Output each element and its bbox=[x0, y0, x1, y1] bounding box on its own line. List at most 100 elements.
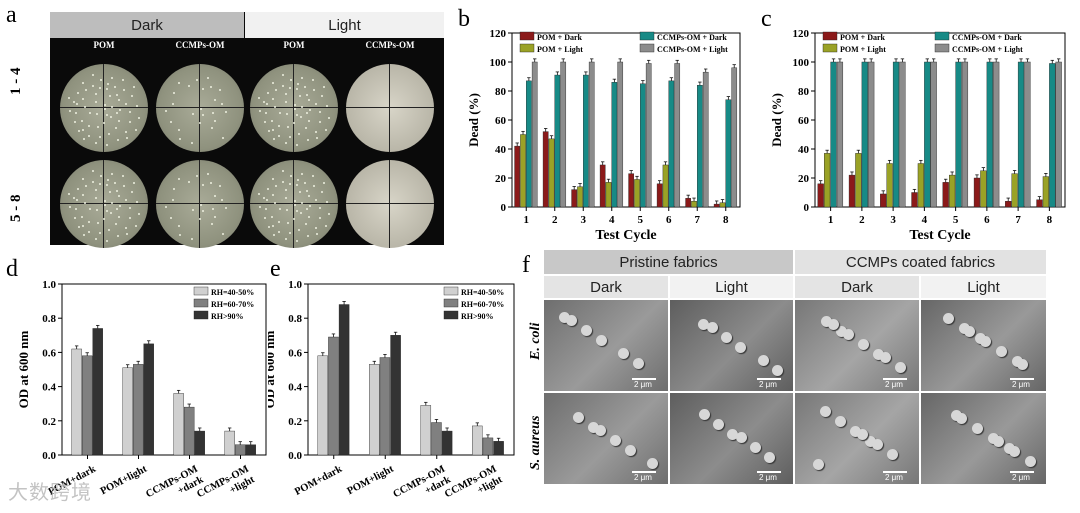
x-tick-label: 7 bbox=[695, 214, 701, 226]
plot-frame bbox=[307, 283, 515, 456]
x-tick-label: CCMPs-OM+light bbox=[195, 463, 257, 510]
x-tick-label: 4 bbox=[609, 214, 615, 226]
bar bbox=[993, 61, 1000, 208]
x-tick-label: 4 bbox=[922, 214, 928, 226]
bar bbox=[338, 304, 350, 456]
y-axis-label: Dead (%) bbox=[769, 93, 784, 147]
x-tick-label: 2 bbox=[859, 214, 865, 226]
bar bbox=[71, 348, 82, 456]
y-tick-label: 100 bbox=[490, 57, 507, 69]
bar bbox=[92, 328, 103, 456]
bar bbox=[245, 444, 256, 456]
petri-dish bbox=[346, 64, 434, 152]
bar bbox=[1049, 63, 1056, 208]
bar bbox=[640, 83, 646, 208]
bar bbox=[628, 173, 635, 208]
bar bbox=[554, 74, 561, 208]
petri-dish bbox=[156, 64, 244, 152]
bar bbox=[855, 153, 862, 208]
legend-swatch bbox=[639, 31, 655, 41]
x-tick-label: 5 bbox=[953, 214, 959, 226]
bar bbox=[431, 422, 442, 456]
plate-column-label: CCMPs-OM bbox=[175, 40, 225, 50]
sem-image: 2 μm bbox=[544, 393, 668, 484]
legend-label: RH=60-70% bbox=[461, 300, 504, 309]
panel-f-header-pristine: Pristine fabrics bbox=[544, 250, 793, 274]
bar bbox=[173, 393, 184, 456]
y-tick-label: 0.0 bbox=[42, 450, 56, 462]
legend-label: RH>90% bbox=[461, 312, 494, 321]
bar bbox=[942, 182, 949, 208]
legend-swatch bbox=[822, 43, 838, 53]
panel-a-row-label-2: 5 - 8 bbox=[8, 194, 24, 223]
bar bbox=[317, 355, 329, 456]
x-tick-label: POM+light bbox=[345, 463, 396, 497]
petri-dish bbox=[156, 160, 244, 248]
y-tick-label: 1.0 bbox=[288, 279, 302, 291]
bar bbox=[1036, 199, 1043, 208]
legend-swatch bbox=[443, 298, 459, 308]
legend-label: CCMPs-OM + Light bbox=[952, 45, 1023, 54]
legend-swatch bbox=[193, 298, 209, 308]
x-tick-label: 1 bbox=[524, 214, 530, 226]
x-tick-label: 8 bbox=[1047, 214, 1053, 226]
bar bbox=[949, 174, 956, 208]
bar bbox=[725, 99, 732, 208]
panel-f-sub-light-2: Light bbox=[921, 276, 1046, 298]
legend-label: RH=40-50% bbox=[211, 288, 254, 297]
y-axis-label: Dead (%) bbox=[466, 93, 481, 147]
plate-column-label: POM bbox=[93, 40, 115, 50]
bar bbox=[917, 163, 924, 208]
x-tick-label: 6 bbox=[666, 214, 672, 226]
petri-dish bbox=[250, 64, 338, 152]
bar bbox=[235, 444, 246, 456]
bar bbox=[133, 364, 144, 456]
bar bbox=[656, 183, 663, 208]
bar bbox=[1005, 200, 1012, 208]
bar bbox=[328, 336, 339, 456]
x-tick-label: 5 bbox=[638, 214, 644, 226]
plate-column-label: CCMPs-OM bbox=[365, 40, 415, 50]
x-axis-label: Test Cycle bbox=[909, 228, 970, 243]
bar bbox=[493, 441, 504, 456]
panel-f-letter: f bbox=[522, 252, 530, 278]
bar bbox=[899, 61, 906, 208]
panel-letter: b bbox=[458, 6, 470, 32]
bar bbox=[685, 198, 692, 208]
legend-swatch bbox=[934, 43, 950, 53]
bar bbox=[662, 164, 669, 208]
bar bbox=[961, 61, 969, 208]
legend-label: POM + Light bbox=[537, 45, 583, 54]
bar bbox=[674, 63, 681, 208]
bar bbox=[224, 430, 235, 456]
bar bbox=[1017, 61, 1025, 208]
y-tick-label: 0.4 bbox=[42, 382, 56, 394]
y-tick-label: 0.6 bbox=[42, 347, 56, 359]
petri-dish bbox=[250, 160, 338, 248]
legend-label: POM + Dark bbox=[840, 33, 886, 42]
watermark: 大数跨境 bbox=[8, 480, 92, 504]
bar bbox=[571, 189, 578, 208]
chart-c: c 0 20 40 60 80 100 120 Dead (%) Test Cycle 1 2 3 4 5 6… bbox=[761, 6, 1066, 243]
bar bbox=[542, 131, 549, 208]
y-tick-label: 0.2 bbox=[42, 416, 56, 428]
chart-e: e 0.0 0.2 0.4 0.6 0.8 1.0 OD at 600 nm POM+dark P… bbox=[268, 256, 515, 500]
legend-label: CCMPs-OM + Dark bbox=[952, 33, 1022, 42]
bar bbox=[588, 61, 595, 208]
bar bbox=[930, 61, 937, 208]
bar bbox=[548, 138, 555, 208]
panel-f-row-label-saureus: S. aureus bbox=[528, 415, 543, 470]
y-tick-label: 40 bbox=[798, 144, 810, 156]
panel-f-sub-dark-2: Dark bbox=[795, 276, 919, 298]
x-tick-label: 3 bbox=[890, 214, 896, 226]
sem-image: 2 μm bbox=[670, 300, 793, 391]
bar bbox=[577, 186, 583, 208]
panel-a-row-label-1: 1 - 4 bbox=[8, 67, 24, 96]
bar bbox=[824, 153, 831, 208]
panel-f-grid: Pristine fabrics CCMPs coated fabrics Da… bbox=[544, 250, 1046, 486]
bar bbox=[194, 430, 205, 456]
panel-letter: e bbox=[270, 256, 281, 282]
bar bbox=[817, 183, 824, 208]
y-tick-label: 120 bbox=[490, 28, 507, 40]
